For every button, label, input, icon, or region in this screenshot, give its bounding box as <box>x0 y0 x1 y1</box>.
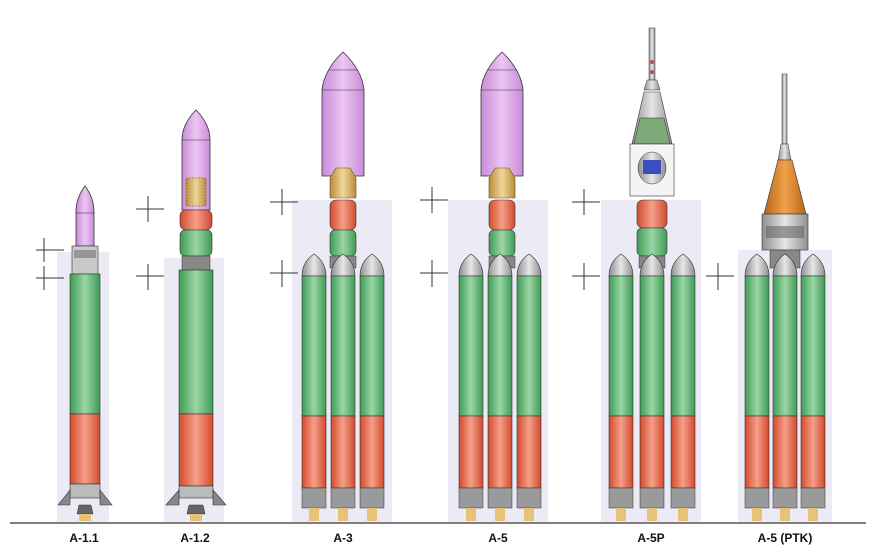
upper-stage-tank <box>179 209 213 231</box>
engine-plume <box>79 514 91 521</box>
booster-center <box>330 253 356 521</box>
upper-stage <box>179 229 213 257</box>
booster-left <box>608 253 634 521</box>
upper-stage-tank <box>636 199 668 229</box>
engine-plume <box>338 508 348 521</box>
rocket-a-5-ptk <box>706 73 832 522</box>
payload-fairing <box>321 51 365 177</box>
cross-marker <box>270 189 298 287</box>
core-tank <box>69 413 101 485</box>
engine-plume <box>495 508 505 521</box>
booster-center <box>639 253 665 521</box>
payload-fairing <box>480 51 524 177</box>
solar-panel <box>643 160 661 174</box>
booster-left <box>744 253 770 521</box>
engine-plume <box>808 508 818 521</box>
rocket-label-a-3: A-3 <box>333 531 353 545</box>
payload <box>185 177 207 207</box>
rocket-a-1-1 <box>36 185 113 522</box>
engine-plume <box>466 508 476 521</box>
engine-plume <box>678 508 688 521</box>
engine-plume <box>309 508 319 521</box>
rocket-label-a-5: A-5 <box>488 531 508 545</box>
engine-plume <box>780 508 790 521</box>
engine-plume <box>616 508 626 521</box>
booster-right <box>670 253 696 521</box>
upper-stage-tank <box>329 199 357 231</box>
rocket-a-5 <box>420 51 548 522</box>
rocket-label-a-5p: A-5P <box>637 531 665 545</box>
cross-marker <box>420 187 448 287</box>
cross-marker <box>36 238 64 290</box>
booster-left <box>301 253 327 521</box>
rocket-a-3 <box>270 51 392 522</box>
booster-right <box>800 253 826 521</box>
upper-stage-tank <box>488 199 516 231</box>
fin-left <box>165 489 180 506</box>
engine-plume <box>367 508 377 521</box>
upper-stage <box>329 229 357 257</box>
payload <box>329 167 357 199</box>
crew-capsule <box>763 159 807 215</box>
engine-plume <box>524 508 534 521</box>
engine-nozzle <box>76 504 94 515</box>
engine-plume <box>752 508 762 521</box>
rocket-label-a-1-1: A-1.1 <box>69 531 99 545</box>
booster-center <box>487 253 513 521</box>
core-tank <box>178 413 214 487</box>
booster-center <box>772 253 798 521</box>
escape-tower <box>781 73 788 145</box>
core-stage <box>69 273 101 415</box>
cross-marker <box>706 263 734 290</box>
engine-plume <box>647 508 657 521</box>
booster-right <box>516 253 542 521</box>
rocket-a-1-2 <box>136 109 227 522</box>
fin-left <box>57 489 71 506</box>
engine-plume <box>190 514 202 521</box>
fin-right <box>212 489 227 506</box>
rocket-a-5p <box>572 27 701 522</box>
engine-nozzle <box>186 504 206 515</box>
cross-marker <box>572 189 600 290</box>
upper-stage <box>636 227 668 257</box>
fin-right <box>99 489 113 506</box>
core-stage <box>178 269 214 415</box>
cross-marker <box>136 196 164 290</box>
rocket-label-a-5-ptk: A-5 (PTK) <box>757 531 813 545</box>
booster-right <box>359 253 385 521</box>
booster-left <box>458 253 484 521</box>
payload <box>488 167 516 199</box>
rocket-label-a-1-2: A-1.2 <box>180 531 210 545</box>
payload-fairing <box>75 185 95 247</box>
upper-stage <box>488 229 516 257</box>
